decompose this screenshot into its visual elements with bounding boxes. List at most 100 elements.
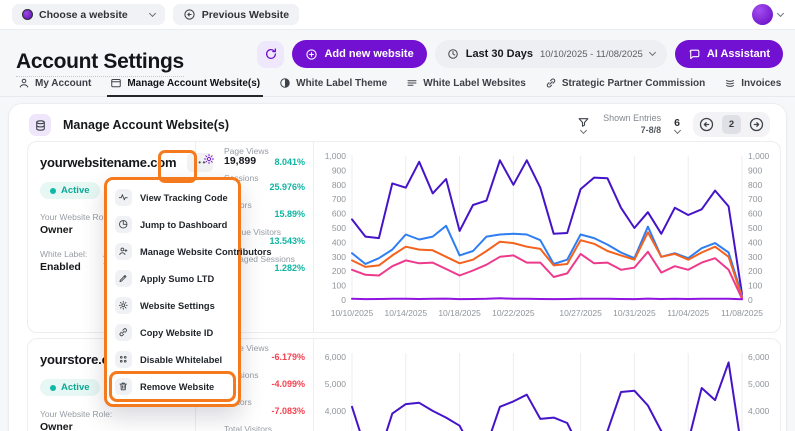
svg-text:1,000: 1,000 xyxy=(325,151,347,161)
menu-item-manage-website-contributors[interactable]: Manage Website Contributors xyxy=(110,238,272,265)
refresh-button[interactable] xyxy=(257,40,285,68)
website-domain: yourwebsitename.com xyxy=(40,155,177,170)
previous-page-button[interactable] xyxy=(697,115,716,134)
svg-text:0: 0 xyxy=(341,295,346,305)
stat-change: -7.083% xyxy=(271,406,305,416)
white-label-label: White Label: xyxy=(40,249,88,259)
current-page[interactable]: 2 xyxy=(722,115,741,134)
role-value: Owner xyxy=(40,421,73,431)
svg-text:10/22/2025: 10/22/2025 xyxy=(492,308,535,318)
stat-change: 25.976% xyxy=(269,182,305,192)
stat-value: 19,899 xyxy=(224,155,257,167)
chevron-down-icon[interactable] xyxy=(776,9,785,17)
filter-button[interactable] xyxy=(577,116,590,135)
arrow-right-circle-icon xyxy=(748,116,765,133)
menu-item-jump-to-dashboard[interactable]: Jump to Dashboard xyxy=(110,211,235,238)
next-page-button[interactable] xyxy=(747,115,766,134)
stat-change: -6.179% xyxy=(271,352,305,362)
white-label-value: Enabled xyxy=(40,261,81,273)
metrics-line-chart: 10/10/202510/14/202510/18/202510/22/2025… xyxy=(325,352,770,431)
menu-item-remove-website[interactable]: Remove Website xyxy=(109,371,236,402)
database-icon xyxy=(29,114,51,136)
choose-website-label: Choose a website xyxy=(39,8,128,21)
svg-text:11/08/2025: 11/08/2025 xyxy=(721,308,763,318)
svg-text:5,000: 5,000 xyxy=(325,379,347,389)
browser-icon xyxy=(110,77,122,89)
gear-purple-icon xyxy=(203,153,215,165)
menu-item-disable-whitelabel[interactable]: Disable Whitelabel xyxy=(110,346,235,373)
tab-invoices[interactable]: Invoices xyxy=(724,76,781,96)
website-options-button[interactable]: ••• xyxy=(187,153,214,172)
stat-change: 1.282% xyxy=(274,263,305,273)
gear-icon xyxy=(115,297,132,314)
svg-text:500: 500 xyxy=(748,223,762,233)
previous-website-button[interactable]: Previous Website xyxy=(172,4,300,25)
svg-text:10/10/2025: 10/10/2025 xyxy=(331,308,374,318)
previous-website-label: Previous Website xyxy=(201,8,290,21)
tab-white-label-theme[interactable]: White Label Theme xyxy=(279,76,387,96)
svg-text:4,000: 4,000 xyxy=(325,406,347,416)
svg-text:100: 100 xyxy=(332,281,346,291)
pagination: 2 xyxy=(693,112,770,137)
svg-text:900: 900 xyxy=(748,165,762,175)
avatar[interactable] xyxy=(752,4,773,25)
page-title: Account Settings xyxy=(16,50,184,78)
menu-item-apply-sumo-ltd[interactable]: Apply Sumo LTD xyxy=(110,265,235,292)
stat-change: -4.099% xyxy=(271,379,305,389)
date-range-value: 10/10/2025 - 11/08/2025 xyxy=(539,48,643,60)
role-label: Your Website Role: xyxy=(40,212,113,222)
grid-dots-icon xyxy=(115,351,132,368)
menu-item-view-tracking-code[interactable]: View Tracking Code xyxy=(110,184,235,211)
chain-icon xyxy=(545,77,557,89)
tab-manage-account-website-s-[interactable]: Manage Account Website(s) xyxy=(107,76,263,97)
svg-text:500: 500 xyxy=(332,223,346,233)
tabbar: My Account Manage Account Website(s) White… xyxy=(0,76,795,97)
svg-text:300: 300 xyxy=(748,252,762,262)
svg-text:10/18/2025: 10/18/2025 xyxy=(438,308,481,318)
refresh-icon xyxy=(264,47,278,61)
ai-assistant-button[interactable]: AI Assistant xyxy=(674,40,783,68)
stat-total-visitors: Total Visitors12,281-5.392% xyxy=(224,424,273,431)
arrow-left-circle-icon xyxy=(183,8,196,21)
tab-white-label-websites[interactable]: White Label Websites xyxy=(406,76,526,96)
shown-entries-label: Shown Entries xyxy=(603,113,662,124)
date-range-picker[interactable]: Last 30 Days 10/10/2025 - 11/08/2025 xyxy=(434,40,667,68)
topbar: Choose a website Previous Website xyxy=(0,0,795,30)
lines-icon xyxy=(406,77,418,89)
svg-text:400: 400 xyxy=(332,237,346,247)
stat-change: 15.89% xyxy=(274,209,305,219)
stat-page-views: Page Views 19,899 8.041% xyxy=(204,144,305,171)
waves-icon xyxy=(724,77,736,89)
stat-sessions: Sessions 25.976% xyxy=(224,173,305,192)
svg-text:10/27/2025: 10/27/2025 xyxy=(559,308,602,318)
tab-my-account[interactable]: My Account xyxy=(18,76,91,96)
status-badge: Active xyxy=(40,379,100,396)
stat-change: 13.543% xyxy=(269,236,305,246)
add-new-website-button[interactable]: Add new website xyxy=(292,40,427,68)
page-size-dropdown[interactable]: 6 xyxy=(673,116,681,134)
menu-item-website-settings[interactable]: Website Settings xyxy=(110,292,235,319)
chat-icon xyxy=(688,48,701,61)
card-title: Manage Account Website(s) xyxy=(63,118,229,132)
svg-text:700: 700 xyxy=(332,194,346,204)
website-chart-area: 10/10/202510/14/202510/18/202510/22/2025… xyxy=(314,339,780,431)
stat-sessions: Sessions -4.099% xyxy=(224,370,305,389)
choose-website-dropdown[interactable]: Choose a website xyxy=(12,4,165,25)
shown-entries: Shown Entries 7-8/8 xyxy=(603,113,661,136)
menu-item-copy-website-id[interactable]: Copy Website ID xyxy=(110,319,235,346)
status-badge: Active xyxy=(40,182,100,199)
gauge-icon xyxy=(115,216,132,233)
svg-text:100: 100 xyxy=(748,281,762,291)
svg-text:600: 600 xyxy=(332,209,346,219)
stat-change: 8.041% xyxy=(274,157,305,167)
pencil-icon xyxy=(115,270,132,287)
page-size-value: 6 xyxy=(674,116,680,129)
tab-strategic-partner-commission[interactable]: Strategic Partner Commission xyxy=(545,76,705,96)
svg-text:200: 200 xyxy=(748,266,762,276)
svg-text:400: 400 xyxy=(748,237,762,247)
website-options-menu: View Tracking Code Jump to Dashboard Manag… xyxy=(104,177,272,407)
svg-text:4,000: 4,000 xyxy=(748,406,770,416)
svg-text:800: 800 xyxy=(748,180,762,190)
ai-assistant-label: AI Assistant xyxy=(706,48,770,60)
